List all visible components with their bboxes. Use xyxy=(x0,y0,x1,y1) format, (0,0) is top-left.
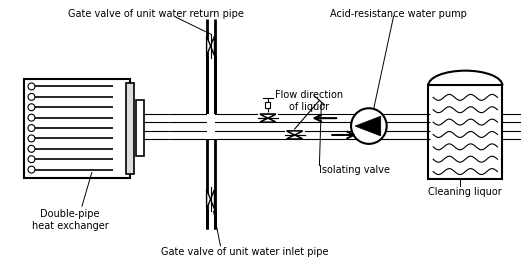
Bar xyxy=(258,114,278,122)
Circle shape xyxy=(28,135,35,142)
Circle shape xyxy=(28,93,35,100)
Bar xyxy=(24,79,130,178)
Bar xyxy=(136,100,144,156)
Text: Isolating valve: Isolating valve xyxy=(320,165,390,175)
Bar xyxy=(351,122,387,130)
Polygon shape xyxy=(211,189,214,209)
Polygon shape xyxy=(287,131,302,135)
Polygon shape xyxy=(260,118,276,122)
Bar xyxy=(285,131,304,139)
Text: Cleaning liquor: Cleaning liquor xyxy=(429,188,502,198)
Text: Flow direction
of liquor: Flow direction of liquor xyxy=(276,90,344,112)
Text: Gate valve of unit water inlet pipe: Gate valve of unit water inlet pipe xyxy=(161,247,329,257)
Text: Gate valve of unit water return pipe: Gate valve of unit water return pipe xyxy=(68,9,244,19)
Polygon shape xyxy=(287,135,302,139)
Circle shape xyxy=(28,166,35,173)
Polygon shape xyxy=(206,36,211,56)
Bar xyxy=(206,114,214,139)
Polygon shape xyxy=(355,116,381,136)
Polygon shape xyxy=(287,135,302,139)
Polygon shape xyxy=(260,114,276,118)
Bar xyxy=(428,85,503,179)
Circle shape xyxy=(28,156,35,163)
Text: Double-pipe
heat exchanger: Double-pipe heat exchanger xyxy=(31,209,108,231)
Circle shape xyxy=(28,104,35,111)
Polygon shape xyxy=(260,118,276,122)
Circle shape xyxy=(28,125,35,132)
Polygon shape xyxy=(206,189,211,209)
Circle shape xyxy=(28,145,35,152)
Circle shape xyxy=(28,114,35,121)
Polygon shape xyxy=(260,114,276,118)
Polygon shape xyxy=(211,36,214,56)
Polygon shape xyxy=(287,131,302,135)
Bar xyxy=(266,102,270,108)
Text: Acid-resistance water pump: Acid-resistance water pump xyxy=(330,9,467,19)
Circle shape xyxy=(28,83,35,90)
Bar xyxy=(126,83,134,174)
Circle shape xyxy=(351,108,387,144)
